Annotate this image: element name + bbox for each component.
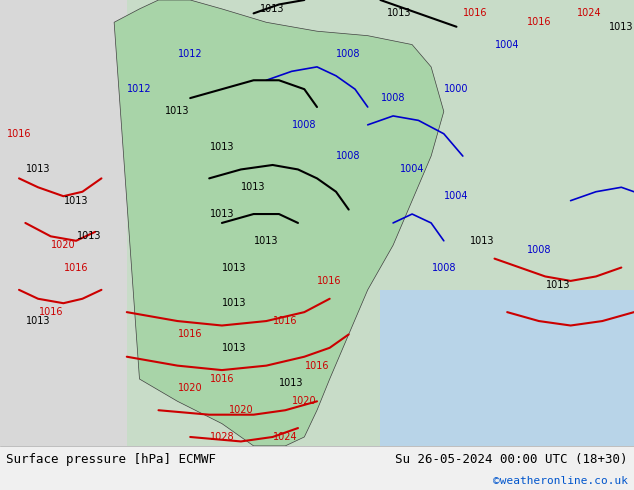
Text: 1013: 1013 — [254, 236, 278, 246]
Text: 1013: 1013 — [64, 196, 88, 206]
Text: 1008: 1008 — [381, 93, 405, 103]
Text: 1008: 1008 — [292, 120, 316, 130]
Text: 1016: 1016 — [318, 276, 342, 286]
Text: 1013: 1013 — [242, 182, 266, 192]
Text: 1008: 1008 — [337, 151, 361, 161]
Text: 1013: 1013 — [223, 263, 247, 272]
FancyBboxPatch shape — [380, 290, 634, 446]
Text: Surface pressure [hPa] ECMWF: Surface pressure [hPa] ECMWF — [6, 453, 216, 466]
Text: 1016: 1016 — [273, 316, 297, 326]
Text: 1016: 1016 — [178, 329, 202, 340]
Text: 1013: 1013 — [210, 142, 234, 152]
Text: 1008: 1008 — [432, 263, 456, 272]
Text: 1013: 1013 — [223, 298, 247, 308]
Text: 1016: 1016 — [7, 129, 31, 139]
Text: 1012: 1012 — [178, 49, 202, 58]
Text: 1004: 1004 — [444, 191, 469, 201]
Text: 1000: 1000 — [444, 84, 469, 94]
Text: 1020: 1020 — [229, 405, 253, 415]
Text: 1008: 1008 — [527, 245, 551, 255]
Text: 1016: 1016 — [305, 361, 329, 370]
Text: 1013: 1013 — [280, 378, 304, 389]
Text: 1004: 1004 — [400, 165, 424, 174]
Text: 1020: 1020 — [178, 383, 202, 393]
Text: 1016: 1016 — [210, 374, 234, 384]
Text: 1013: 1013 — [609, 22, 633, 32]
Text: 1013: 1013 — [165, 106, 190, 117]
Text: 1016: 1016 — [39, 307, 63, 317]
FancyBboxPatch shape — [456, 0, 634, 312]
Text: ©weatheronline.co.uk: ©weatheronline.co.uk — [493, 476, 628, 486]
Text: 1013: 1013 — [210, 209, 234, 219]
Text: 1016: 1016 — [527, 17, 551, 27]
Text: 1024: 1024 — [578, 8, 602, 19]
Text: 1028: 1028 — [210, 432, 234, 442]
Polygon shape — [114, 0, 444, 446]
Text: 1013: 1013 — [546, 280, 570, 291]
Text: Su 26-05-2024 00:00 UTC (18+30): Su 26-05-2024 00:00 UTC (18+30) — [395, 453, 628, 466]
Text: 1013: 1013 — [77, 231, 101, 242]
Text: 1020: 1020 — [51, 240, 75, 250]
Text: 1013: 1013 — [387, 8, 411, 19]
Text: 1012: 1012 — [127, 84, 152, 94]
Text: 1013: 1013 — [470, 236, 494, 246]
Text: 1013: 1013 — [26, 165, 50, 174]
Text: 1013: 1013 — [223, 343, 247, 353]
FancyBboxPatch shape — [0, 0, 127, 446]
Text: 1016: 1016 — [463, 8, 488, 19]
Text: 1008: 1008 — [337, 49, 361, 58]
Text: 1013: 1013 — [26, 316, 50, 326]
Text: 1013: 1013 — [261, 4, 285, 14]
FancyBboxPatch shape — [0, 0, 114, 446]
Text: 1024: 1024 — [273, 432, 297, 442]
Text: 1004: 1004 — [495, 40, 519, 49]
Text: 1016: 1016 — [64, 263, 88, 272]
FancyBboxPatch shape — [0, 0, 634, 446]
Text: 1020: 1020 — [292, 396, 316, 406]
